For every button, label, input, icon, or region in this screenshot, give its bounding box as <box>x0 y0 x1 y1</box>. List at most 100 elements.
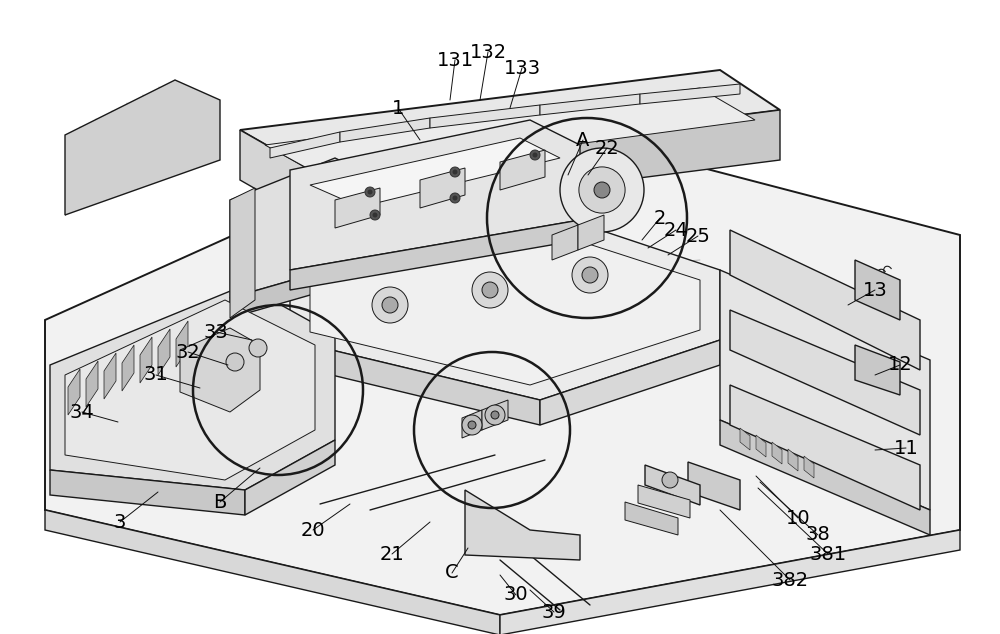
Text: 32: 32 <box>176 342 200 361</box>
Polygon shape <box>230 158 380 298</box>
Circle shape <box>482 282 498 298</box>
Polygon shape <box>772 442 782 464</box>
Circle shape <box>370 210 380 220</box>
Polygon shape <box>430 105 540 128</box>
Text: 382: 382 <box>771 571 809 590</box>
Polygon shape <box>68 369 80 415</box>
Text: A: A <box>576 131 590 150</box>
Circle shape <box>462 415 482 435</box>
Polygon shape <box>500 150 545 190</box>
Polygon shape <box>855 260 900 320</box>
Circle shape <box>373 213 377 217</box>
Circle shape <box>226 353 244 371</box>
Text: 12: 12 <box>888 356 912 375</box>
Polygon shape <box>180 328 260 412</box>
Polygon shape <box>158 329 170 375</box>
Polygon shape <box>756 435 766 457</box>
Polygon shape <box>310 138 560 207</box>
Text: 38: 38 <box>806 526 830 545</box>
Polygon shape <box>290 340 540 425</box>
Polygon shape <box>730 385 920 510</box>
Polygon shape <box>462 410 482 438</box>
Polygon shape <box>552 225 578 260</box>
Circle shape <box>530 150 540 160</box>
Polygon shape <box>640 84 740 104</box>
Text: 10: 10 <box>786 508 810 527</box>
Polygon shape <box>104 353 116 399</box>
Text: 20: 20 <box>301 521 325 540</box>
Polygon shape <box>65 80 220 215</box>
Polygon shape <box>245 440 335 515</box>
Polygon shape <box>270 132 340 158</box>
Circle shape <box>662 472 678 488</box>
Text: 133: 133 <box>503 58 541 77</box>
Polygon shape <box>625 502 678 535</box>
Polygon shape <box>122 345 134 391</box>
Polygon shape <box>578 215 604 250</box>
Text: 1: 1 <box>392 98 404 117</box>
Polygon shape <box>265 88 755 178</box>
Polygon shape <box>290 210 720 400</box>
Text: 13: 13 <box>863 280 887 299</box>
Text: 3: 3 <box>114 512 126 531</box>
Circle shape <box>450 167 460 177</box>
Circle shape <box>491 411 499 419</box>
Polygon shape <box>335 188 380 228</box>
Polygon shape <box>50 285 335 490</box>
Polygon shape <box>240 130 310 220</box>
Polygon shape <box>465 490 580 560</box>
Circle shape <box>594 182 610 198</box>
Text: C: C <box>445 564 459 583</box>
Text: 11: 11 <box>894 439 918 458</box>
Circle shape <box>365 187 375 197</box>
Polygon shape <box>50 470 245 515</box>
Circle shape <box>453 170 457 174</box>
Polygon shape <box>540 340 720 425</box>
Text: 22: 22 <box>595 138 619 157</box>
Text: 24: 24 <box>664 221 688 240</box>
Polygon shape <box>340 118 430 142</box>
Polygon shape <box>804 456 814 478</box>
Polygon shape <box>65 300 315 480</box>
Circle shape <box>249 339 267 357</box>
Polygon shape <box>310 225 700 385</box>
Polygon shape <box>730 230 920 370</box>
Polygon shape <box>290 220 580 290</box>
Polygon shape <box>688 462 740 510</box>
Text: 39: 39 <box>542 602 566 621</box>
Text: 30: 30 <box>504 586 528 604</box>
Circle shape <box>560 148 644 232</box>
Polygon shape <box>176 321 188 367</box>
Polygon shape <box>720 270 930 510</box>
Text: 21: 21 <box>380 545 404 564</box>
Polygon shape <box>855 345 900 395</box>
Circle shape <box>468 421 476 429</box>
Circle shape <box>572 257 608 293</box>
Text: 33: 33 <box>204 323 228 342</box>
Polygon shape <box>740 428 750 450</box>
Polygon shape <box>45 115 960 615</box>
Polygon shape <box>230 255 380 318</box>
Polygon shape <box>645 465 700 505</box>
Text: 31: 31 <box>144 365 168 384</box>
Polygon shape <box>482 400 508 430</box>
Text: 381: 381 <box>809 545 847 564</box>
Circle shape <box>382 297 398 313</box>
Polygon shape <box>45 510 500 634</box>
Polygon shape <box>720 420 930 535</box>
Circle shape <box>485 405 505 425</box>
Circle shape <box>533 153 537 157</box>
Circle shape <box>450 193 460 203</box>
Polygon shape <box>500 530 960 634</box>
Circle shape <box>372 287 408 323</box>
Text: 131: 131 <box>436 51 474 70</box>
Polygon shape <box>420 168 465 208</box>
Text: 34: 34 <box>70 403 94 422</box>
Polygon shape <box>730 310 920 435</box>
Circle shape <box>472 272 508 308</box>
Polygon shape <box>230 188 255 318</box>
Text: 132: 132 <box>469 42 507 61</box>
Polygon shape <box>240 70 780 170</box>
Text: 25: 25 <box>686 226 710 245</box>
Circle shape <box>453 196 457 200</box>
